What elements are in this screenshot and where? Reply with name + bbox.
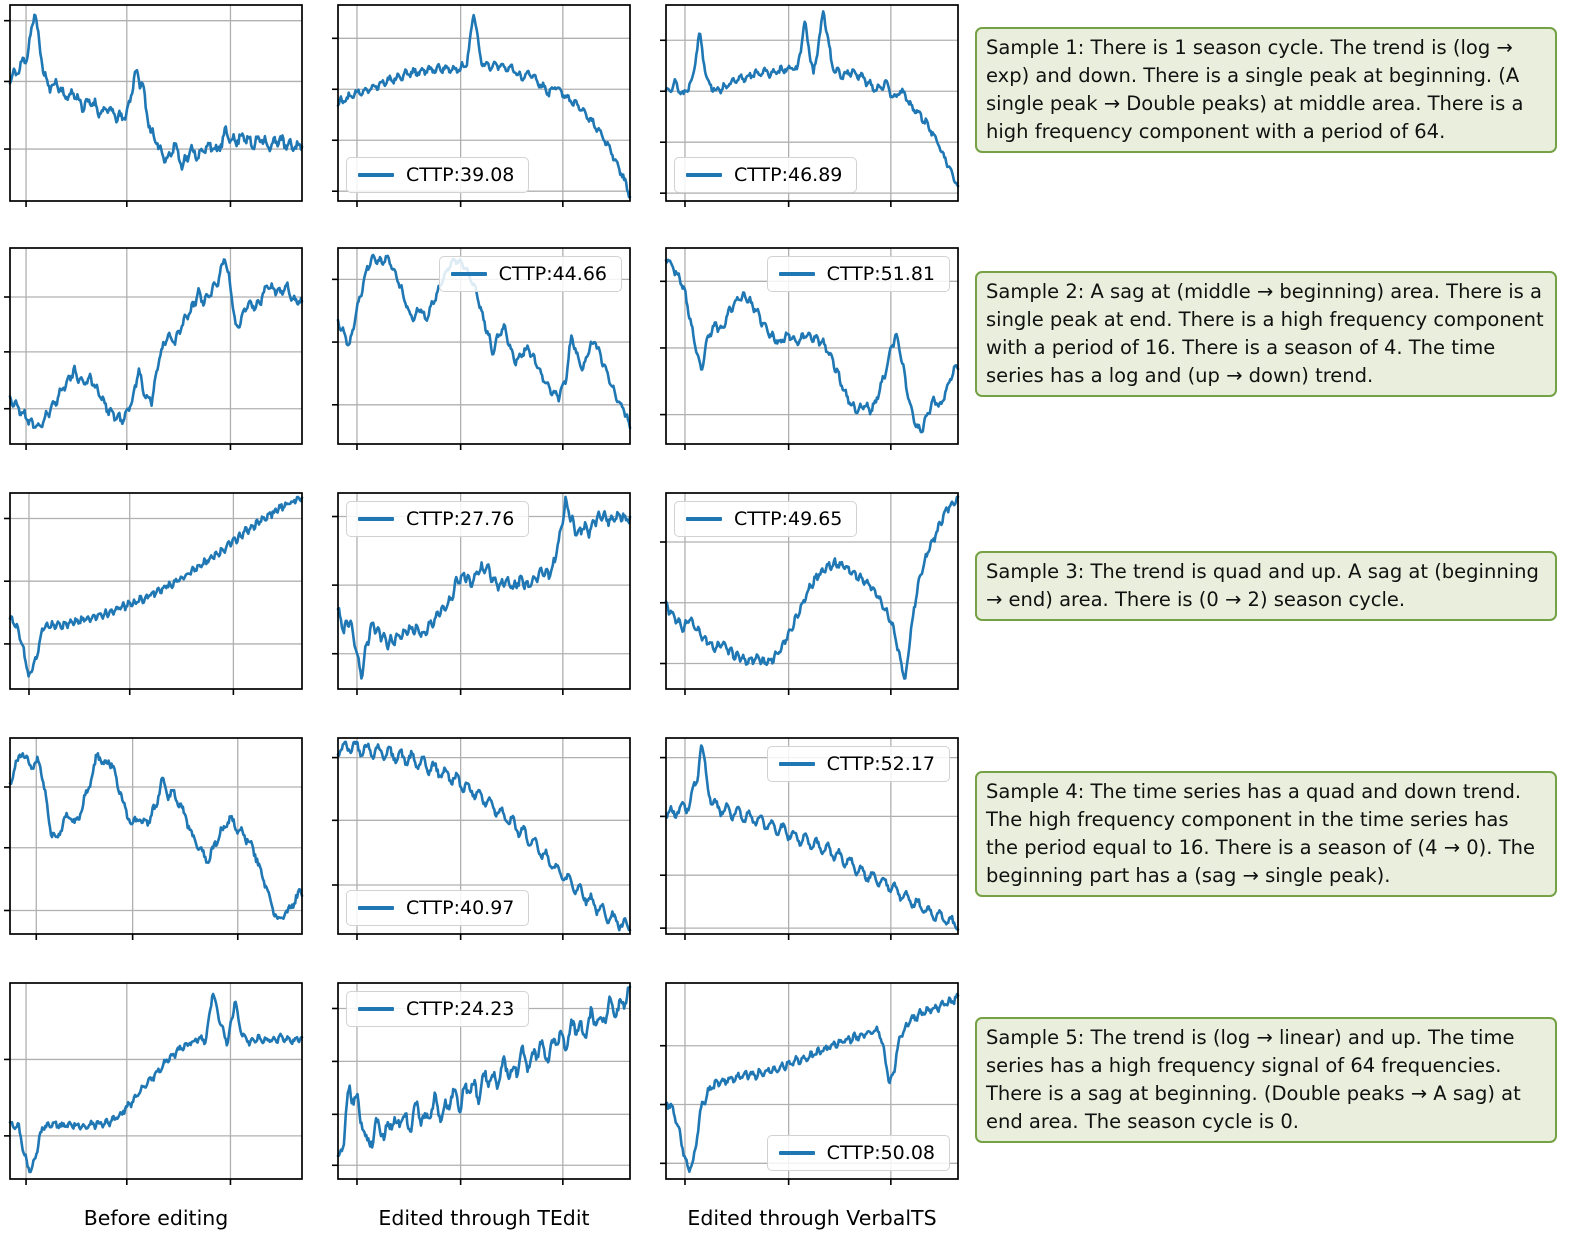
chart-sample5-before	[2, 979, 308, 1191]
chart-sample1-verbalts: CTTP:46.89	[658, 1, 964, 213]
legend-cttp-value: CTTP:46.89	[734, 164, 843, 186]
legend-cttp-value: CTTP:50.08	[826, 1142, 935, 1164]
chart-sample4-verbalts-plot	[660, 737, 960, 940]
legend-line-swatch	[358, 517, 394, 521]
legend-line-swatch	[686, 173, 722, 177]
chart-sample4-tedit: CTTP:40.97	[330, 734, 636, 946]
chart-sample2-before-plot	[4, 247, 304, 450]
legend-cttp-value: CTTP:51.81	[826, 263, 935, 285]
cttp-legend: CTTP:27.76	[346, 501, 530, 537]
chart-sample2-tedit: CTTP:44.66	[330, 244, 636, 456]
legend-line-swatch	[358, 1007, 394, 1011]
cttp-legend: CTTP:39.08	[346, 157, 530, 193]
legend-line-swatch	[778, 1151, 815, 1155]
legend-line-swatch	[686, 517, 722, 521]
cttp-legend: CTTP:52.17	[766, 746, 950, 782]
sample-1-description: Sample 1: There is 1 season cycle. The t…	[975, 27, 1557, 154]
chart-sample5-verbalts: CTTP:50.08	[658, 979, 964, 1191]
column-label-tedit: Edited through TEdit	[378, 1206, 590, 1230]
legend-line-swatch	[778, 272, 815, 276]
cttp-legend: CTTP:46.89	[674, 157, 858, 193]
chart-sample3-verbalts: CTTP:49.65	[658, 489, 964, 701]
chart-sample4-tedit-plot	[332, 737, 632, 940]
cttp-legend: CTTP:50.08	[766, 1135, 950, 1171]
column-label-verbalts: Edited through VerbalTS	[687, 1206, 937, 1230]
legend-line-swatch	[450, 272, 487, 276]
legend-cttp-value: CTTP:27.76	[406, 508, 515, 530]
cttp-legend: CTTP:51.81	[766, 256, 950, 292]
chart-sample3-verbalts-plot	[660, 492, 960, 695]
chart-sample1-tedit: CTTP:39.08	[330, 1, 636, 213]
legend-cttp-value: CTTP:39.08	[406, 164, 515, 186]
cttp-legend: CTTP:40.97	[346, 890, 530, 926]
cttp-legend: CTTP:49.65	[674, 501, 858, 537]
chart-sample1-before	[2, 1, 308, 213]
chart-sample2-verbalts: CTTP:51.81	[658, 244, 964, 456]
chart-sample1-tedit-plot	[332, 4, 632, 207]
chart-sample3-tedit: CTTP:27.76	[330, 489, 636, 701]
legend-line-swatch	[358, 906, 394, 910]
legend-cttp-value: CTTP:24.23	[406, 998, 515, 1020]
chart-sample4-before	[2, 734, 308, 946]
legend-cttp-value: CTTP:52.17	[826, 753, 935, 775]
chart-sample3-tedit-plot	[332, 492, 632, 695]
sample-3-description: Sample 3: The trend is quad and up. A sa…	[975, 551, 1557, 622]
cttp-legend: CTTP:44.66	[438, 256, 622, 292]
legend-line-swatch	[778, 762, 815, 766]
legend-cttp-value: CTTP:40.97	[406, 897, 515, 919]
chart-sample1-before-plot	[4, 4, 304, 207]
sample-5-description: Sample 5: The trend is (log → linear) an…	[975, 1017, 1557, 1144]
chart-sample2-before	[2, 244, 308, 456]
cttp-legend: CTTP:24.23	[346, 991, 530, 1027]
legend-cttp-value: CTTP:49.65	[734, 508, 843, 530]
legend-cttp-value: CTTP:44.66	[498, 263, 607, 285]
chart-sample4-before-plot	[4, 737, 304, 940]
sample-4-description: Sample 4: The time series has a quad and…	[975, 771, 1557, 898]
chart-sample5-tedit: CTTP:24.23	[330, 979, 636, 1191]
chart-sample3-before-plot	[4, 492, 304, 695]
sample-2-description: Sample 2: A sag at (middle → beginning) …	[975, 271, 1557, 398]
chart-sample5-before-plot	[4, 982, 304, 1185]
legend-line-swatch	[358, 173, 394, 177]
column-label-before-editing: Before editing	[83, 1206, 229, 1230]
chart-sample4-verbalts: CTTP:52.17	[658, 734, 964, 946]
chart-sample3-before	[2, 489, 308, 701]
